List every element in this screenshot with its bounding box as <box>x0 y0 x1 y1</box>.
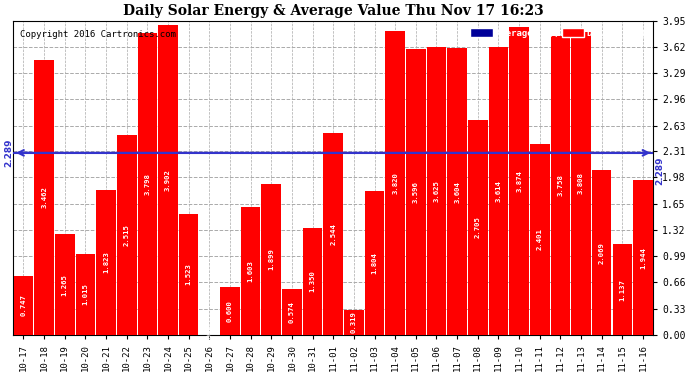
Text: 0.747: 0.747 <box>21 294 26 316</box>
Bar <box>592 170 611 335</box>
Text: 3.798: 3.798 <box>144 173 150 195</box>
Text: 0.600: 0.600 <box>227 300 233 322</box>
Bar <box>262 184 281 335</box>
Text: 3.614: 3.614 <box>495 180 502 202</box>
Bar <box>282 289 302 335</box>
Bar <box>468 120 488 335</box>
Text: 3.902: 3.902 <box>165 169 171 190</box>
Bar <box>489 48 509 335</box>
Text: 2.289: 2.289 <box>656 157 664 185</box>
Text: 2.705: 2.705 <box>475 216 481 238</box>
Text: 1.603: 1.603 <box>248 260 254 282</box>
Bar <box>34 60 54 335</box>
Text: 3.820: 3.820 <box>392 172 398 194</box>
Bar <box>613 244 632 335</box>
Text: 3.604: 3.604 <box>454 181 460 203</box>
Bar <box>137 33 157 335</box>
Bar <box>551 36 570 335</box>
Bar <box>571 32 591 335</box>
Bar <box>97 190 116 335</box>
Text: Copyright 2016 Cartronics.com: Copyright 2016 Cartronics.com <box>19 30 175 39</box>
Bar <box>303 228 322 335</box>
Text: 0.574: 0.574 <box>289 301 295 323</box>
Bar <box>117 135 137 335</box>
Text: 1.015: 1.015 <box>82 284 88 306</box>
Text: 1.137: 1.137 <box>620 279 625 301</box>
Title: Daily Solar Energy & Average Value Thu Nov 17 16:23: Daily Solar Energy & Average Value Thu N… <box>123 4 544 18</box>
Bar <box>530 144 549 335</box>
Text: 0.319: 0.319 <box>351 311 357 333</box>
Bar <box>241 207 260 335</box>
Text: 2.401: 2.401 <box>537 228 543 251</box>
Bar <box>76 254 95 335</box>
Text: 2.289: 2.289 <box>4 139 13 167</box>
Bar <box>509 27 529 335</box>
Text: 3.462: 3.462 <box>41 186 47 208</box>
Bar <box>386 31 405 335</box>
Bar <box>220 287 240 335</box>
Bar <box>406 49 426 335</box>
Bar <box>14 276 33 335</box>
Bar <box>633 180 653 335</box>
Bar <box>179 214 199 335</box>
Bar <box>55 234 75 335</box>
Bar <box>344 309 364 335</box>
Text: 0.000: 0.000 <box>206 324 213 346</box>
Text: 1.265: 1.265 <box>62 274 68 296</box>
Text: 1.804: 1.804 <box>371 252 377 274</box>
Text: 2.544: 2.544 <box>331 223 336 245</box>
Text: 1.523: 1.523 <box>186 263 192 285</box>
Bar <box>365 191 384 335</box>
Text: 2.515: 2.515 <box>124 224 130 246</box>
Text: 1.350: 1.350 <box>310 270 315 292</box>
Text: 3.596: 3.596 <box>413 181 419 203</box>
Bar <box>426 46 446 335</box>
Legend: Average  ($), Daily   ($): Average ($), Daily ($) <box>467 25 649 40</box>
Text: 1.823: 1.823 <box>103 252 109 273</box>
Bar <box>158 24 178 335</box>
Text: 1.899: 1.899 <box>268 249 275 270</box>
Text: 3.808: 3.808 <box>578 172 584 194</box>
Text: 1.944: 1.944 <box>640 247 646 268</box>
Text: 2.069: 2.069 <box>599 242 604 264</box>
Text: 3.758: 3.758 <box>558 174 563 196</box>
Bar <box>447 48 467 335</box>
Bar <box>324 133 343 335</box>
Text: 3.874: 3.874 <box>516 170 522 192</box>
Text: 3.625: 3.625 <box>433 180 440 202</box>
